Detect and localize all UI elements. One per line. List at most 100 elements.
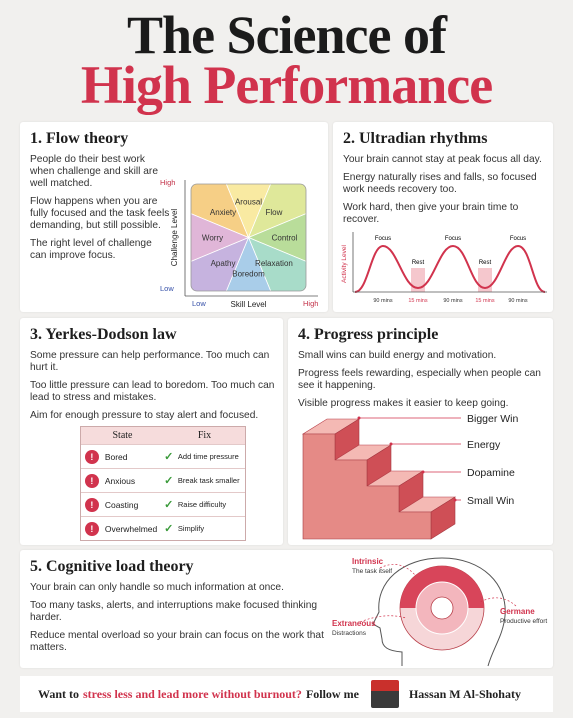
- author-name: Hassan M Al-Shohaty: [408, 686, 521, 701]
- paragraphs: Some pressure can help performance. Too …: [30, 350, 275, 428]
- state: Bored: [104, 451, 128, 462]
- leader: [379, 564, 417, 577]
- paragraph: Progress feels rewarding, especially whe…: [298, 368, 541, 391]
- peak-label: Focus: [510, 236, 526, 242]
- wave: [354, 244, 546, 293]
- paragraph: Reduce mental overload so your brain can…: [30, 630, 324, 653]
- table-row: ! Bored ✓ Add time pressure: [81, 444, 245, 468]
- state: Anxious: [104, 475, 136, 486]
- duration-label: 90 mins: [508, 298, 528, 304]
- load-name: Germane: [500, 607, 535, 616]
- table-row: ! Overwhelmed ✓ Simplify: [81, 516, 245, 540]
- x-high: High: [303, 299, 318, 308]
- warning-icon: !: [85, 449, 99, 464]
- zone-label: Apathy: [211, 259, 236, 268]
- paragraphs: Your brain can only handle so much infor…: [30, 582, 330, 660]
- state: Coasting: [104, 499, 139, 510]
- footer-highlight: stress less and lead more without burnou…: [83, 686, 302, 701]
- load-name: Extraneous: [332, 619, 376, 628]
- rhythm-diagram: Activity Level Focus Focus Focus Rest Rest 90 …: [341, 232, 547, 304]
- heading: 2. Ultradian rhythms: [343, 130, 488, 147]
- check-icon: ✓: [164, 523, 174, 535]
- heading: 5. Cognitive load theory: [30, 558, 194, 575]
- title-line-2: High Performance: [80, 55, 493, 115]
- y-label: Challenge Level: [170, 209, 179, 267]
- zone-label: Anxiety: [210, 208, 236, 217]
- leader-dot: [357, 416, 361, 420]
- paragraphs: Your brain cannot stay at peak focus all…: [343, 154, 548, 232]
- table-row: ! Anxious ✓ Break task smaller: [81, 468, 245, 492]
- paragraph: Visible progress makes it easier to keep…: [298, 398, 509, 409]
- footer-cta: Follow me: [305, 686, 359, 701]
- leader: [359, 615, 407, 623]
- paragraphs: People do their best work when challenge…: [30, 154, 170, 268]
- load-desc: Productive effort: [500, 618, 547, 625]
- x-low: Low: [192, 299, 206, 308]
- head-diagram: Intrinsic The task itself Extraneous Distra…: [332, 557, 547, 667]
- dip-label: Rest: [412, 260, 425, 266]
- zone-label: Flow: [266, 208, 283, 217]
- state: Overwhelmed: [104, 523, 158, 534]
- stairs-front: [302, 433, 432, 540]
- card-flow: 1. Flow theory People do their best work…: [20, 122, 328, 312]
- load-desc: The task itself: [352, 568, 392, 575]
- heading: 1. Flow theory: [30, 130, 129, 147]
- heading: 3. Yerkes-Dodson law: [30, 326, 177, 343]
- duration-label: 15 mins: [475, 298, 495, 304]
- core: [430, 596, 454, 620]
- leader-dot: [421, 470, 425, 474]
- y-low: Low: [160, 284, 174, 293]
- check-icon: ✓: [164, 499, 174, 511]
- zone-label: Boredom: [232, 270, 265, 279]
- table-row: ! Coasting ✓ Raise difficulty: [81, 492, 245, 516]
- step-label: Small Win: [467, 495, 514, 507]
- dip-label: Rest: [479, 260, 492, 266]
- warning-icon: !: [85, 473, 99, 488]
- paragraph: Work hard, then give your brain time to …: [343, 202, 519, 225]
- footer-lead: Want to: [38, 686, 80, 701]
- footer: Want to stress less and lead more withou…: [20, 676, 553, 712]
- paragraph: Flow happens when you are fully focused …: [30, 196, 170, 231]
- check-icon: ✓: [164, 451, 174, 463]
- paragraph: Aim for enough pressure to stay alert an…: [30, 410, 259, 421]
- author-photo: [370, 680, 399, 708]
- state-table: State Fix! Bored ✓ Add time pressure! Anxious…: [80, 426, 246, 541]
- load-name: Intrinsic: [352, 557, 384, 566]
- zone-label: Arousal: [235, 198, 262, 207]
- warning-icon: !: [85, 497, 99, 512]
- paragraphs: Small wins can build energy and motivati…: [298, 350, 548, 416]
- leader: [479, 597, 517, 607]
- fix: Simplify: [177, 524, 205, 533]
- paragraph: Your brain cannot stay at peak focus all…: [343, 154, 542, 165]
- zone-label: Worry: [202, 234, 223, 243]
- peak-label: Focus: [445, 236, 461, 242]
- frame: [190, 183, 307, 292]
- paragraph: Too little pressure can lead to boredom.…: [30, 380, 275, 403]
- step-label: Bigger Win: [467, 413, 519, 425]
- paragraph: The right level of challenge can improve…: [30, 238, 152, 261]
- title-line-1: The Science of: [127, 5, 447, 65]
- header-row: State Fix: [81, 427, 245, 444]
- paragraph: Energy naturally rises and falls, so foc…: [343, 172, 537, 195]
- card-cognitive: 5. Cognitive load theory Your brain can …: [20, 550, 553, 668]
- heading: 4. Progress principle: [298, 326, 439, 343]
- header-cell: Fix: [197, 430, 212, 441]
- rest-band: [411, 268, 425, 292]
- head-outline: [372, 557, 506, 667]
- zone-label: Control: [272, 234, 298, 243]
- peak-label: Focus: [375, 236, 391, 242]
- duration-label: 15 mins: [408, 298, 428, 304]
- step-label: Energy: [467, 439, 501, 451]
- zone-label: Relaxation: [255, 259, 293, 268]
- zone: [191, 190, 250, 285]
- check-icon: ✓: [164, 475, 174, 487]
- leader-dot: [453, 498, 457, 502]
- x-label: Skill Level: [230, 300, 266, 309]
- card-yerkes: 3. Yerkes-Dodson law Some pressure can h…: [20, 318, 283, 545]
- leader-dot: [389, 442, 393, 446]
- paragraph: Small wins can build energy and motivati…: [298, 350, 497, 361]
- y-label: Activity Level: [341, 244, 348, 282]
- zone: [247, 236, 306, 291]
